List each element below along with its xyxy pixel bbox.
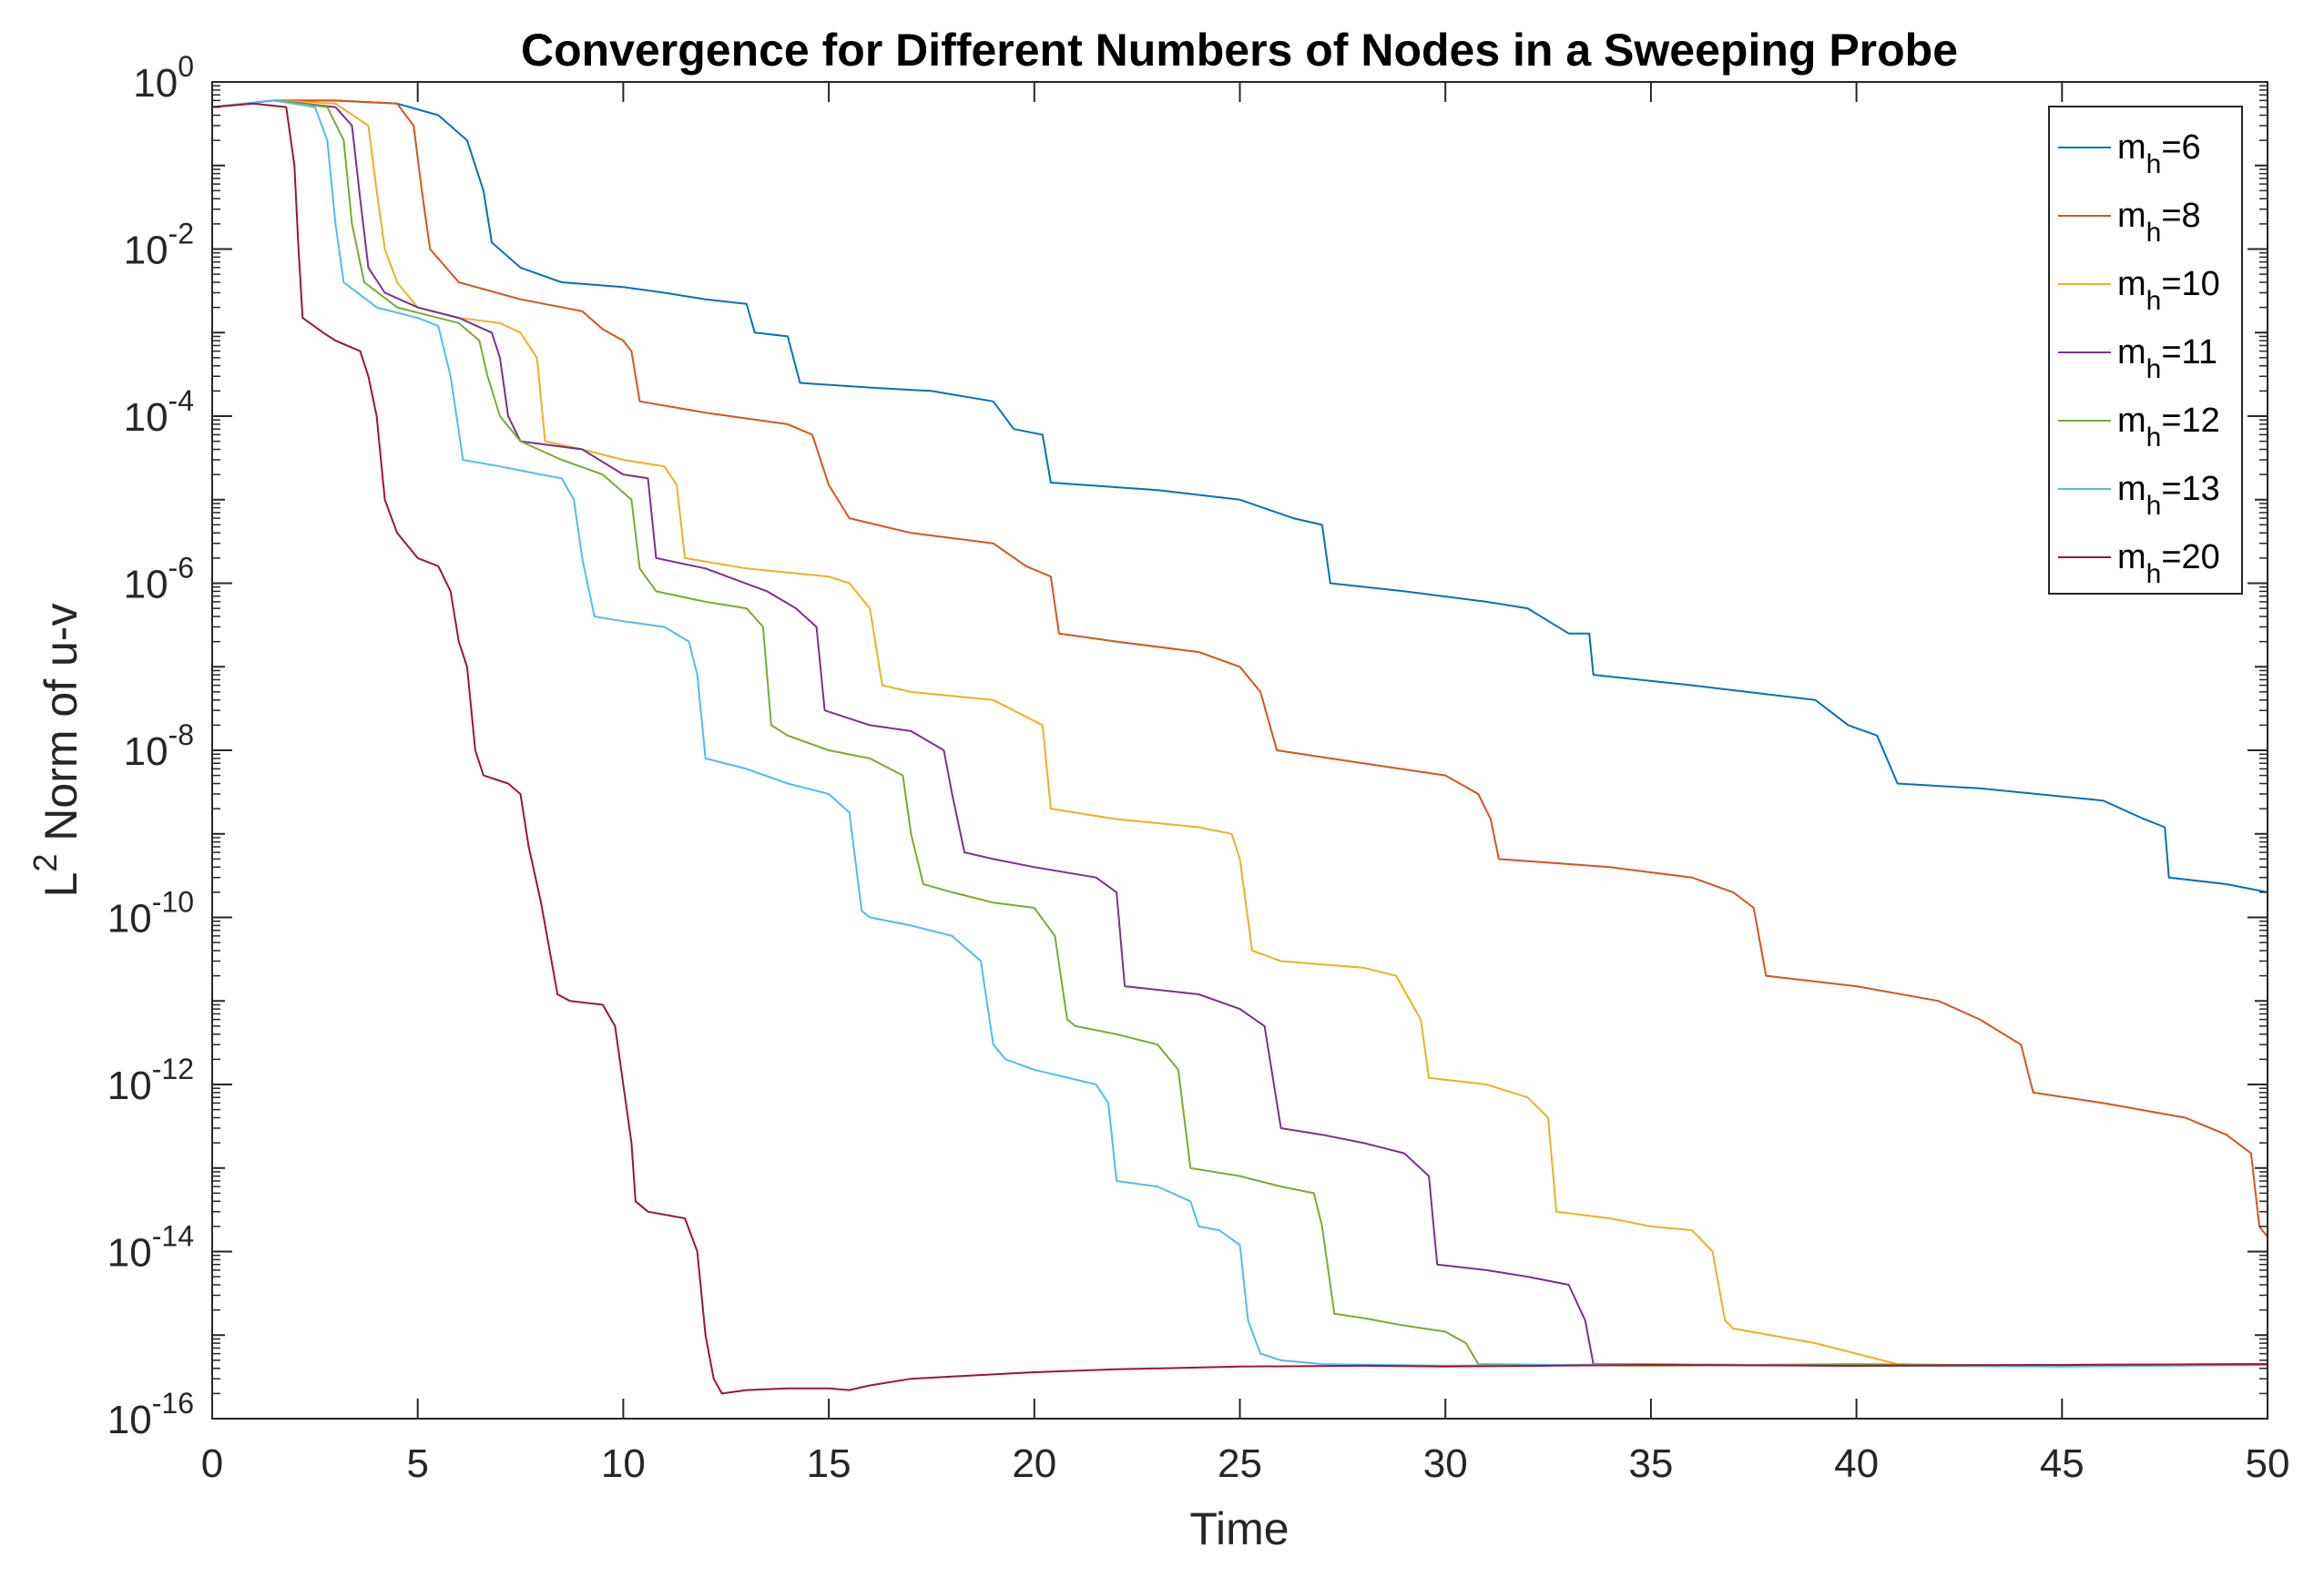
legend-label-rest: =6 xyxy=(2161,128,2200,167)
y-tick-label-exponent: 0 xyxy=(178,50,194,83)
y-tick-label: 10-8 xyxy=(124,718,194,774)
series-line-0 xyxy=(211,99,2268,893)
x-tick-label: 25 xyxy=(1218,1441,1262,1486)
y-tick-label: 10-4 xyxy=(124,384,194,440)
x-tick-label: 45 xyxy=(2040,1441,2084,1486)
x-tick-label: 15 xyxy=(807,1441,851,1486)
legend-label-main: m xyxy=(2117,333,2146,372)
x-tick-labels: 0 5 10 15 20 25 30 35 40 45 50 xyxy=(201,1441,2290,1486)
legend-label-subscript: h xyxy=(2146,491,2162,521)
legend-label: mh=20 xyxy=(2117,538,2220,589)
legend-label-main: m xyxy=(2117,538,2146,576)
y-tick-label: 10-6 xyxy=(124,552,194,607)
legend-label-main: m xyxy=(2117,197,2146,235)
series-line-4 xyxy=(211,99,2268,1367)
legend-label-rest: =20 xyxy=(2161,538,2219,576)
legend-label-main: m xyxy=(2117,402,2146,440)
series-layer xyxy=(211,99,2268,1395)
legend-label: mh=11 xyxy=(2117,333,2217,384)
y-tick-label-base: 10 xyxy=(124,729,168,774)
legend-label-subscript: h xyxy=(2146,559,2162,589)
y-tick-label-exponent: -6 xyxy=(168,552,194,585)
y-tick-label: 10-14 xyxy=(107,1220,194,1276)
x-tick-label: 20 xyxy=(1012,1441,1056,1486)
legend-label: mh=6 xyxy=(2117,128,2201,179)
plot-area xyxy=(212,82,2268,1419)
y-tick-label-base: 10 xyxy=(124,229,168,273)
y-tick-label-base: 10 xyxy=(124,395,168,440)
x-tick-label: 40 xyxy=(1834,1441,1879,1486)
y-tick-label: 100 xyxy=(133,50,194,106)
chart-title: Convergence for Different Numbers of Nod… xyxy=(521,25,1958,76)
legend-label-rest: =13 xyxy=(2161,470,2219,508)
y-tick-label-base: 10 xyxy=(133,61,178,106)
legend-label-subscript: h xyxy=(2146,286,2162,316)
y-tick-label: 10-2 xyxy=(124,218,194,273)
y-axis-title-superscript: 2 xyxy=(26,854,64,872)
legend-label-subscript: h xyxy=(2146,218,2162,248)
legend-box xyxy=(2048,106,2243,595)
y-axis-title: L2 Norm of u-v xyxy=(26,604,87,898)
x-tick-label: 35 xyxy=(1628,1441,1673,1486)
legend-label-subscript: h xyxy=(2146,149,2162,179)
y-tick-label-exponent: -10 xyxy=(152,886,194,919)
series-line-1 xyxy=(211,99,2268,1237)
y-tick-label: 10-12 xyxy=(107,1053,194,1108)
x-axis-title: Time xyxy=(1189,1503,1289,1554)
y-tick-label-exponent: -12 xyxy=(152,1053,194,1085)
y-tick-label-base: 10 xyxy=(107,1231,152,1276)
legend-label-subscript: h xyxy=(2146,354,2162,384)
y-tick-label-exponent: -14 xyxy=(152,1220,194,1253)
y-tick-label-exponent: -4 xyxy=(168,384,194,417)
legend-label-main: m xyxy=(2117,128,2146,167)
x-tick-label: 0 xyxy=(201,1441,223,1486)
legend-label-rest: =12 xyxy=(2161,402,2219,440)
y-tick-label: 10-16 xyxy=(107,1387,194,1442)
legend-label: mh=13 xyxy=(2117,470,2220,521)
y-tick-label-exponent: -16 xyxy=(152,1387,194,1420)
y-tick-label-base: 10 xyxy=(107,1064,152,1108)
legend-label-main: m xyxy=(2117,265,2146,303)
legend-label-rest: =10 xyxy=(2161,265,2219,303)
legend-label-subscript: h xyxy=(2146,422,2162,453)
series-line-2 xyxy=(211,99,2268,1368)
series-line-5 xyxy=(211,99,2268,1368)
y-tick-label-exponent: -2 xyxy=(168,218,194,250)
y-tick-label-exponent: -8 xyxy=(168,718,194,751)
legend-label: mh=12 xyxy=(2117,402,2220,453)
legend-label-rest: =11 xyxy=(2161,333,2217,372)
y-tick-label-base: 10 xyxy=(107,897,152,942)
x-tick-label: 30 xyxy=(1423,1441,1468,1486)
y-axis-title-main: L xyxy=(36,872,87,898)
y-tick-label: 10-10 xyxy=(107,886,194,942)
legend-label-main: m xyxy=(2117,470,2146,508)
tick-layer xyxy=(211,81,2268,1420)
y-tick-label-base: 10 xyxy=(107,1398,152,1442)
legend-label: mh=10 xyxy=(2117,265,2220,316)
x-tick-label: 10 xyxy=(601,1441,646,1486)
x-tick-label: 5 xyxy=(406,1441,428,1486)
y-tick-label-base: 10 xyxy=(124,563,168,607)
legend-label: mh=8 xyxy=(2117,197,2201,248)
x-tick-label: 50 xyxy=(2246,1441,2290,1486)
series-line-6 xyxy=(211,102,2268,1395)
y-axis-title-rest: Norm of u-v xyxy=(36,604,87,854)
legend-label-rest: =8 xyxy=(2161,197,2200,235)
plot-frame xyxy=(211,81,2268,1420)
series-line-3 xyxy=(211,99,2268,1367)
